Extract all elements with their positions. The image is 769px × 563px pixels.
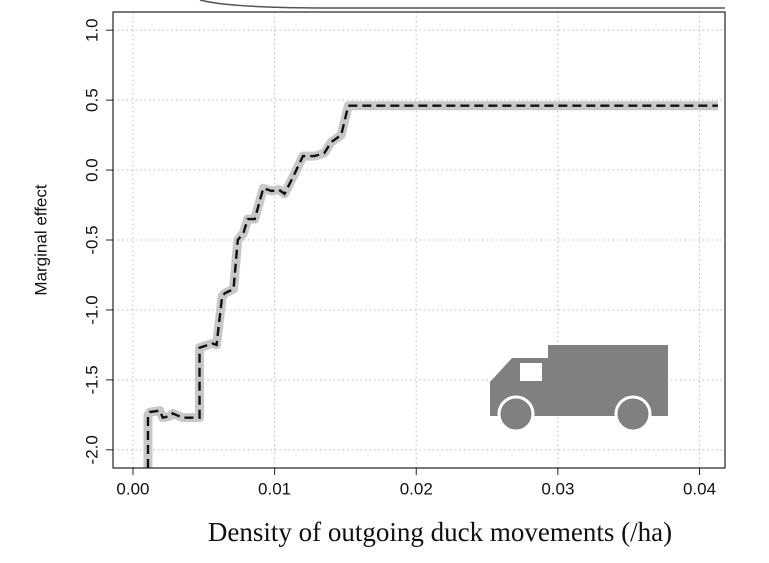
y-tick-label: -1.5 (82, 365, 101, 394)
y-tick-label: 0.0 (82, 158, 101, 182)
y-tick-label: -1.0 (82, 295, 101, 324)
x-tick-label: 0.03 (541, 479, 574, 498)
truck-icon (490, 345, 668, 433)
y-tick-label: 1.0 (82, 18, 101, 42)
x-tick-label: 0.00 (116, 479, 149, 498)
y-tick-label: -0.5 (82, 225, 101, 254)
y-axis-label: Marginal effect (31, 184, 50, 295)
line (146, 104, 718, 468)
x-axis-label: Density of outgoing duck movements (/ha) (208, 517, 672, 547)
x-tick-label: 0.02 (400, 479, 433, 498)
decor-curve (199, 0, 725, 9)
y-tick-label: 0.5 (82, 88, 101, 112)
plot-frame (112, 11, 726, 469)
y-tick-label: -2.0 (82, 435, 101, 464)
x-tick-label: 0.04 (683, 479, 716, 498)
x-tick-label: 0.01 (258, 479, 291, 498)
